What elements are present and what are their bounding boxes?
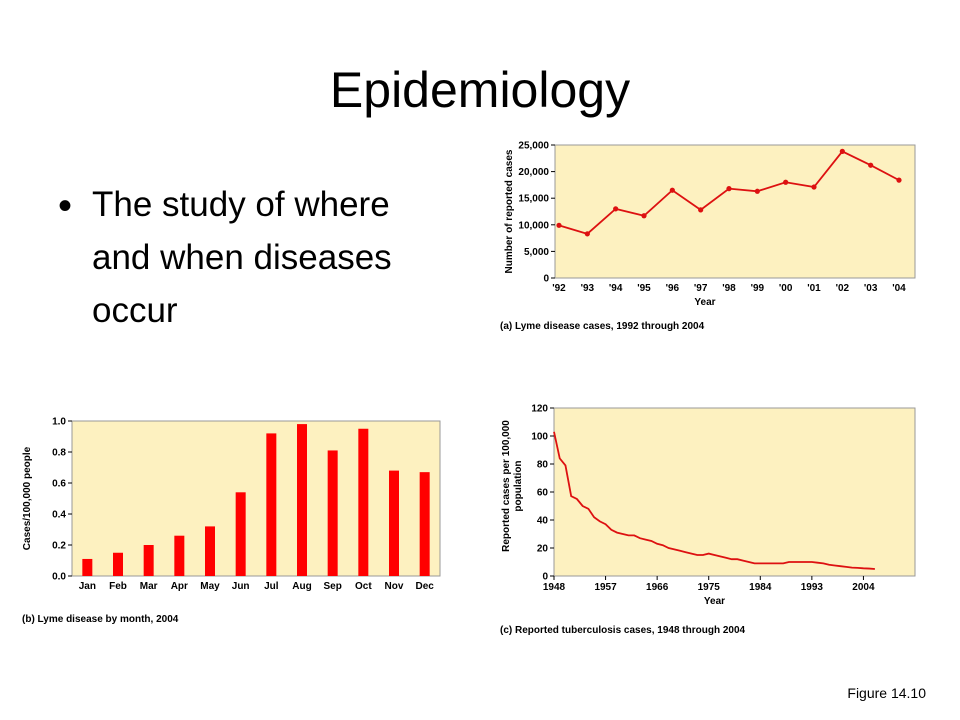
chart-b-bar — [327, 450, 338, 576]
chart-c-xlabel: Year — [704, 596, 725, 607]
chart-a-data-point — [896, 177, 902, 183]
chart-a-data-point — [669, 187, 675, 193]
chart-a-xtick-label: '93 — [581, 283, 595, 294]
chart-c-ytick-label: 40 — [537, 516, 549, 527]
chart-a-xtick-label: '99 — [751, 283, 765, 294]
chart-a-data-point — [726, 186, 732, 192]
chart-b-bar — [358, 428, 369, 576]
chart-b-ytick-label: 0.6 — [52, 479, 66, 490]
chart-c-ylabel-line1: Reported cases per 100,000 — [501, 420, 512, 552]
chart-b-ytick-label: 0.0 — [52, 572, 66, 583]
chart-c-xtick-label: 2004 — [852, 582, 875, 593]
bullet-item: • The study of where and when diseases o… — [58, 178, 438, 337]
chart-b-caption: (b) Lyme disease by month, 2004 — [22, 614, 179, 625]
chart-b-ytick-label: 1.0 — [52, 417, 66, 428]
chart-b-bar — [205, 526, 215, 576]
chart-a-xtick-label: '96 — [666, 283, 680, 294]
chart-b-ytick-label: 0.4 — [52, 510, 66, 521]
chart-b-xtick-label: Dec — [415, 581, 434, 592]
chart-c-plot-area — [553, 407, 916, 577]
chart-a-xtick-label: '97 — [694, 283, 708, 294]
chart-a-data-point — [584, 231, 590, 237]
chart-c-xtick-label: 1948 — [543, 582, 566, 593]
chart-a-data-point — [783, 179, 789, 185]
chart-c-xtick-label: 1993 — [801, 582, 824, 593]
chart-c-ytick-label: 20 — [537, 544, 549, 555]
chart-a-data-point — [811, 184, 817, 190]
chart-a-xlabel: Year — [694, 297, 715, 308]
chart-b-bar — [82, 558, 93, 576]
chart-b-xtick-label: Jun — [232, 581, 250, 592]
chart-a-xtick-label: '98 — [722, 283, 736, 294]
slide-title: Epidemiology — [329, 62, 631, 118]
chart-b-bar — [143, 545, 154, 576]
chart-a-xtick-label: '02 — [836, 283, 850, 294]
chart-b-xtick-label: Nov — [385, 581, 404, 592]
chart-b-xtick-label: Mar — [140, 581, 158, 592]
chart-a-ylabel: Number of reported cases — [504, 149, 515, 273]
chart-c-series-line — [553, 431, 875, 570]
chart-b-xtick-label: Feb — [109, 581, 127, 592]
chart-b-xtick-label: May — [200, 581, 220, 592]
chart-b-ytick-label: 0.8 — [52, 448, 66, 459]
chart-a-ytick-label: 0 — [543, 274, 549, 285]
chart-b-bar — [174, 535, 185, 576]
chart-a-data-point — [641, 213, 647, 219]
chart-b-xtick-label: Apr — [171, 581, 188, 592]
chart-a-data-point — [754, 188, 760, 194]
chart-c-ylabel-line2: population — [513, 460, 524, 511]
chart-a-data-point — [556, 222, 562, 228]
figure-label: Figure 14.10 — [847, 685, 926, 701]
chart-b-bar — [266, 433, 277, 576]
chart-b-bar — [235, 492, 246, 576]
chart-b-xtick-label: Sep — [323, 581, 341, 592]
chart-c-ytick-label: 80 — [537, 460, 549, 471]
chart-b-bar — [419, 472, 430, 576]
chart-b-ytick-label: 0.2 — [52, 541, 66, 552]
chart-c-ytick-label: 120 — [531, 404, 548, 415]
chart-c-caption: (c) Reported tuberculosis cases, 1948 th… — [500, 625, 746, 636]
chart-a-xtick-label: '92 — [552, 283, 566, 294]
chart-a-ytick-label: 25,000 — [518, 141, 549, 152]
chart-a-data-point — [613, 206, 619, 212]
chart-a-xtick-label: '04 — [892, 283, 906, 294]
chart-a-xtick-label: '95 — [637, 283, 651, 294]
chart-a-xtick-label: '00 — [779, 283, 793, 294]
chart-c-ytick-label: 0 — [542, 572, 548, 583]
bullet-dot-icon: • — [58, 184, 73, 228]
chart-b-bar — [389, 470, 399, 576]
chart-b-bar — [297, 424, 307, 576]
chart-a-data-point — [698, 207, 704, 213]
bullet-text: The study of where and when diseases occ… — [92, 185, 392, 330]
chart-a-ytick-label: 20,000 — [518, 167, 549, 178]
chart-b-bar — [113, 552, 123, 576]
chart-a-data-point — [839, 148, 845, 154]
chart-c-ytick-label: 100 — [531, 432, 548, 443]
chart-a-xtick-label: '01 — [807, 283, 821, 294]
chart-b-plot-area — [71, 420, 441, 577]
chart-b-xtick-label: Aug — [292, 581, 311, 592]
chart-a-data-point — [868, 162, 874, 168]
chart-a-xtick-label: '94 — [609, 283, 623, 294]
chart-a-ytick-label: 10,000 — [518, 220, 549, 231]
chart-c-xtick-label: 1975 — [698, 582, 721, 593]
chart-b-xtick-label: Jan — [79, 581, 96, 592]
chart-c-xtick-label: 1966 — [646, 582, 669, 593]
chart-c-ytick-label: 60 — [537, 488, 549, 499]
chart-b-xtick-label: Oct — [355, 581, 372, 592]
chart-c-xtick-label: 1984 — [749, 582, 772, 593]
chart-a-ytick-label: 5,000 — [524, 247, 549, 258]
chart-b-ylabel: Cases/100,000 people — [22, 446, 33, 550]
chart-a-xtick-label: '03 — [864, 283, 878, 294]
chart-a-ytick-label: 15,000 — [518, 194, 549, 205]
chart-b-xtick-label: Jul — [264, 581, 279, 592]
chart-c-xtick-label: 1957 — [594, 582, 617, 593]
chart-a-plot-area — [554, 144, 916, 279]
chart-a-caption: (a) Lyme disease cases, 1992 through 200… — [500, 321, 705, 332]
